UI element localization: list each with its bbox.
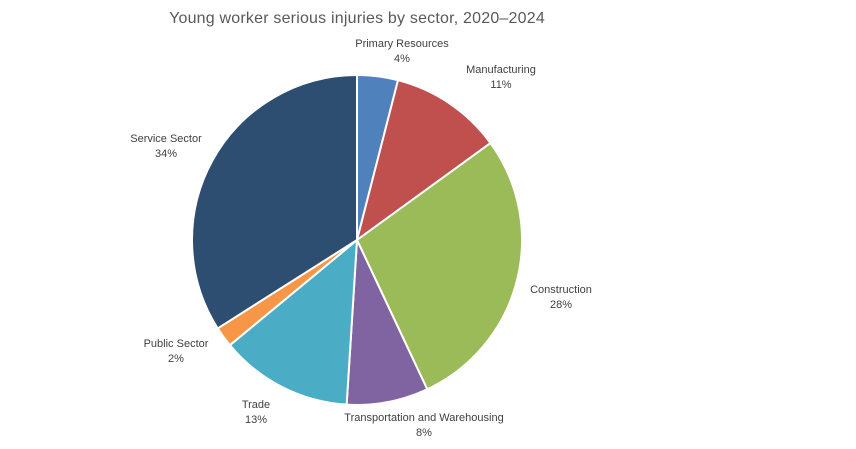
slice-label-trade: Trade 13% [242, 398, 270, 428]
slice-label-name: Manufacturing [466, 64, 536, 76]
pie-slice-service-sector [191, 74, 358, 330]
slice-label-name: Service Sector [130, 133, 202, 145]
pie-slice-manufacturing [356, 79, 492, 241]
slice-label-name: Construction [530, 284, 592, 296]
slice-label-percent: 11% [490, 79, 512, 91]
slice-label-name: Transportation and Warehousing [344, 412, 504, 424]
chart-title: Young worker serious injuries by sector,… [169, 10, 545, 27]
slice-label-service-sector: Service Sector 34% [130, 132, 202, 162]
slice-label-percent: 4% [394, 53, 410, 65]
pie-slice-trade [228, 239, 358, 406]
slice-label-public-sector: Public Sector 2% [144, 337, 209, 367]
slice-label-percent: 2% [168, 353, 184, 365]
slice-label-manufacturing: Manufacturing 11% [466, 63, 536, 93]
slice-label-construction: Construction 28% [530, 283, 592, 313]
slice-label-percent: 13% [244, 414, 268, 426]
slice-label-primary-resources: Primary Resources 4% [355, 37, 449, 67]
slice-label-name: Trade [241, 399, 271, 411]
slice-label-transportation-and-warehousing: Transportation and Warehousing 8% [344, 411, 503, 441]
slice-label-name: Public Sector [143, 338, 209, 350]
pie-slice-construction [356, 142, 523, 391]
slice-label-percent: 8% [416, 427, 432, 439]
slice-label-percent: 28% [549, 299, 573, 311]
slice-label-percent: 34% [154, 148, 178, 160]
slice-label-name: Primary Resources [355, 38, 449, 50]
